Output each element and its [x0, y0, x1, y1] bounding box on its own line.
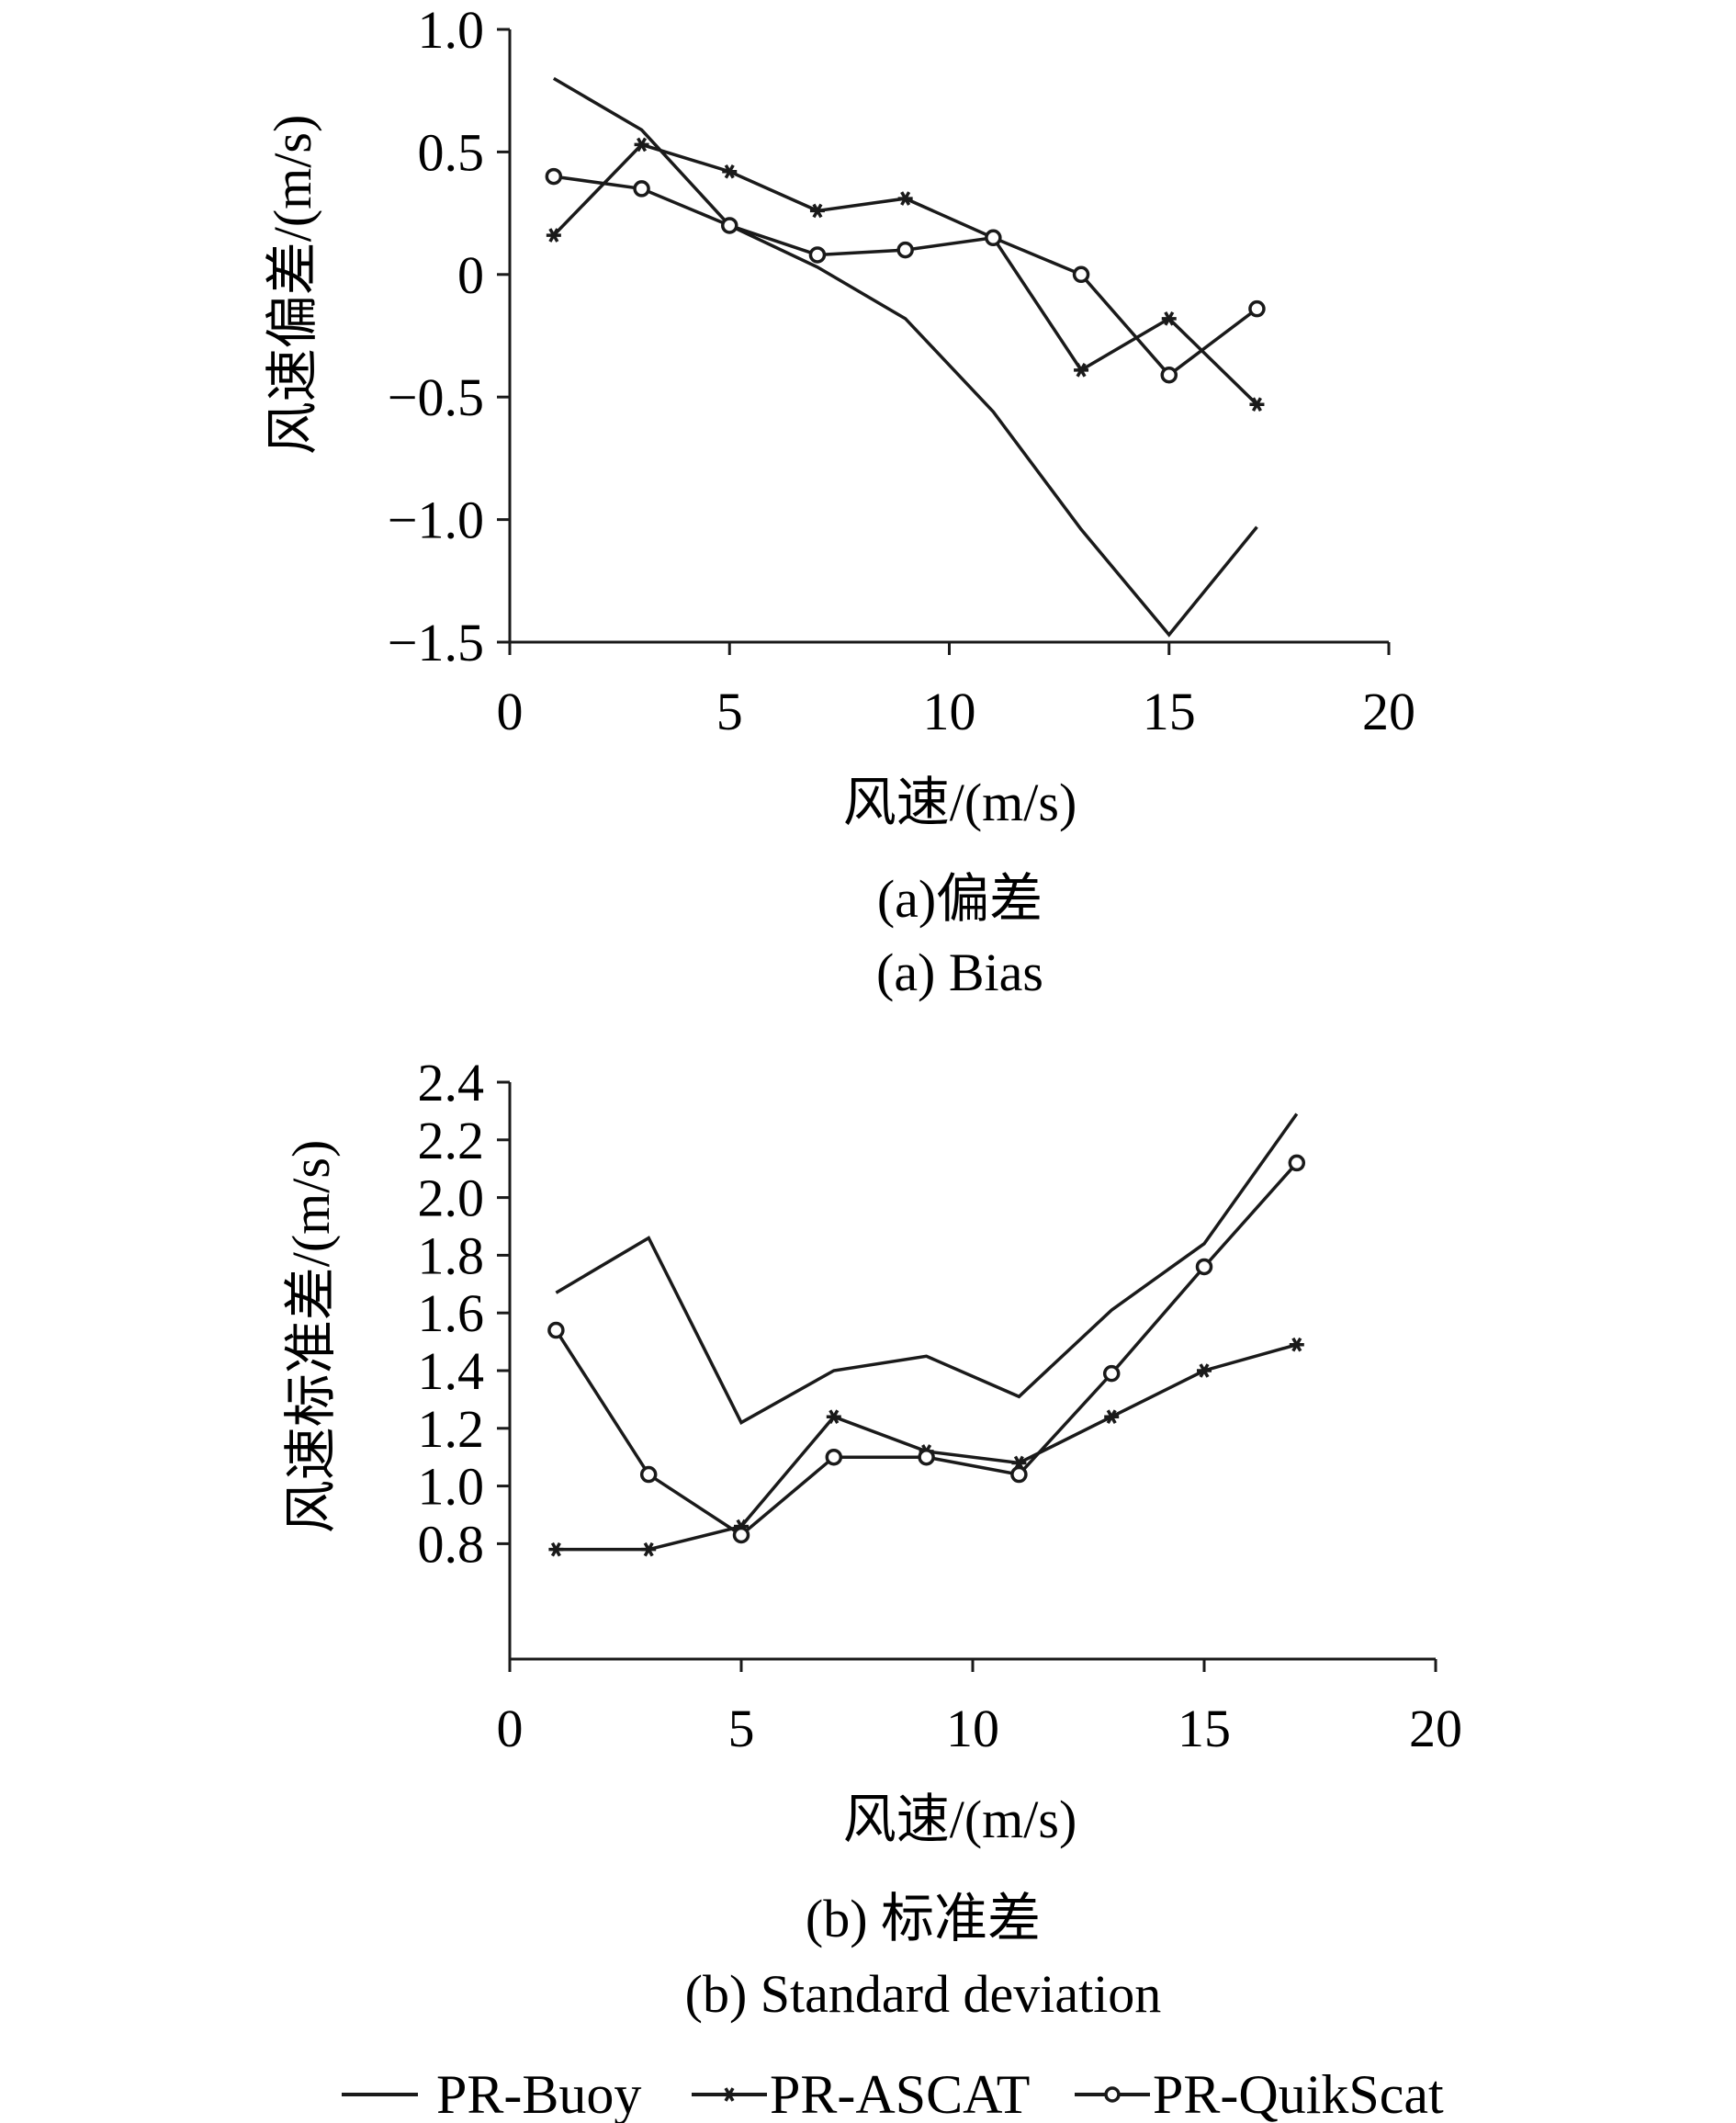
std-point-pr-ascat: [641, 1541, 657, 1557]
bias-series-pr-quikscat: [553, 175, 1258, 378]
bias-x-tick-label: 15: [1143, 682, 1196, 741]
std-y-tick-label: 1.6: [418, 1283, 485, 1343]
bias-x-tick-label: 0: [497, 682, 524, 741]
bias-series: [545, 76, 1266, 638]
bias-y-tick-label: 0: [457, 245, 484, 305]
bias-point-pr-ascat: [897, 191, 913, 206]
bias-point-pr-quikscat: [633, 180, 650, 198]
std-point-pr-quikscat: [1102, 1364, 1121, 1383]
std-point-pr-quikscat: [639, 1465, 658, 1484]
bias-point-pr-quikscat: [1248, 299, 1266, 318]
std-caption-en: (b) Standard deviation: [685, 1964, 1162, 2024]
std-point-pr-quikscat: [732, 1526, 750, 1544]
bias-point-pr-ascat: [722, 164, 738, 179]
std-y-tick-label: 1.4: [418, 1341, 485, 1401]
std-y-tick-label: 1.8: [418, 1225, 485, 1285]
panel-std: 2.42.22.01.81.61.41.21.00.8 0 5 10 15 20 风速/…: [281, 1053, 1462, 2024]
std-point-pr-quikscat: [547, 1321, 565, 1339]
std-y-axis-label: 风速标准差/(m/s): [281, 1140, 341, 1534]
std-point-pr-quikscat: [1010, 1465, 1028, 1484]
bias-y-tick-label: −0.5: [388, 367, 484, 427]
std-y-tick-label: 1.0: [418, 1457, 485, 1517]
legend-label-buoy: PR-Buoy: [436, 2064, 641, 2123]
bias-caption-cn: (a)偏差: [877, 869, 1043, 929]
std-y-tick-label: 1.2: [418, 1399, 485, 1459]
std-x-tick-label: 5: [728, 1699, 755, 1758]
bias-y-tick-label: 1.0: [418, 0, 485, 60]
bias-x-tick-label: 10: [923, 682, 976, 741]
bias-point-pr-ascat: [1249, 397, 1265, 412]
bias-axes: [508, 29, 1389, 644]
bias-point-pr-quikscat: [985, 229, 1002, 247]
std-x-tick-label: 20: [1409, 1699, 1462, 1758]
std-point-pr-ascat: [1289, 1337, 1304, 1352]
std-x-tick-label: 15: [1178, 1699, 1231, 1758]
bias-point-pr-ascat: [546, 228, 561, 243]
bias-point-pr-quikscat: [545, 167, 563, 186]
bias-point-pr-ascat: [809, 203, 825, 219]
bias-point-pr-quikscat: [721, 217, 738, 234]
std-y-tick-label: 0.8: [418, 1514, 485, 1574]
bias-point-pr-quikscat: [808, 246, 827, 264]
bias-point-pr-ascat: [634, 137, 649, 152]
legend-label-ascat: PR-ASCAT: [770, 2064, 1030, 2123]
bias-point-pr-quikscat: [896, 241, 914, 259]
bias-series-pr-ascat: [552, 142, 1258, 406]
std-x-ticks: 0 5 10 15 20: [497, 1659, 1462, 1758]
std-point-pr-quikscat: [825, 1448, 843, 1466]
legend-star-glyph: [722, 2087, 737, 2102]
std-point-pr-quikscat: [1195, 1258, 1213, 1276]
bias-y-tick-label: 0.5: [418, 122, 485, 182]
bias-x-tick-label: 20: [1362, 682, 1415, 741]
std-y-ticks: 2.42.22.01.81.61.41.21.00.8: [418, 1053, 510, 1574]
std-caption-cn: (b) 标准差: [806, 1889, 1041, 1948]
bias-x-axis-label: 风速/(m/s): [843, 773, 1077, 832]
legend: PR-Buoy PR-ASCAT PR-QuikScat: [342, 2064, 1444, 2123]
legend-marker-quikscat: [1104, 2086, 1121, 2103]
bias-series-pr-buoy: [552, 76, 1258, 638]
std-point-pr-quikscat: [918, 1448, 935, 1466]
bias-y-ticks: 1.0 0.5 0 −0.5 −1.0 −1.5: [388, 0, 510, 672]
std-y-tick-label: 2.4: [418, 1053, 485, 1112]
bias-y-tick-label: −1.5: [388, 613, 484, 672]
bias-point-pr-ascat: [1161, 311, 1177, 326]
bias-point-pr-ascat: [1074, 363, 1089, 378]
std-x-tick-label: 0: [497, 1699, 524, 1758]
std-x-tick-label: 10: [946, 1699, 999, 1758]
bias-x-ticks: 0 5 10 15 20: [497, 642, 1415, 741]
std-point-pr-ascat: [826, 1409, 841, 1425]
std-series-pr-quikscat: [554, 1161, 1299, 1538]
bias-y-tick-label: −1.0: [388, 491, 484, 550]
std-point-pr-quikscat: [1288, 1154, 1306, 1172]
std-x-axis-label: 风速/(m/s): [843, 1790, 1077, 1849]
std-y-tick-label: 2.2: [418, 1111, 485, 1170]
std-point-pr-ascat: [548, 1541, 564, 1557]
std-y-tick-label: 2.0: [418, 1169, 485, 1228]
bias-y-axis-label: 风速偏差/(m/s): [263, 115, 322, 456]
bias-point-pr-quikscat: [1160, 366, 1178, 384]
bias-point-pr-quikscat: [1072, 265, 1090, 284]
std-point-pr-ascat: [1104, 1409, 1120, 1425]
std-series: [547, 1112, 1306, 1557]
bias-x-tick-label: 5: [716, 682, 743, 741]
bias-caption-en: (a) Bias: [876, 943, 1043, 1002]
panel-bias: 1.0 0.5 0 −0.5 −1.0 −1.5 0 5 10 15 20 风速/(m/s) 风速…: [263, 0, 1415, 1002]
std-series-pr-buoy: [555, 1112, 1299, 1425]
legend-label-quikscat: PR-QuikScat: [1153, 2064, 1444, 2123]
std-point-pr-ascat: [1197, 1363, 1212, 1378]
legend-marker-ascat: [722, 2087, 737, 2102]
std-series-pr-ascat: [556, 1343, 1298, 1552]
